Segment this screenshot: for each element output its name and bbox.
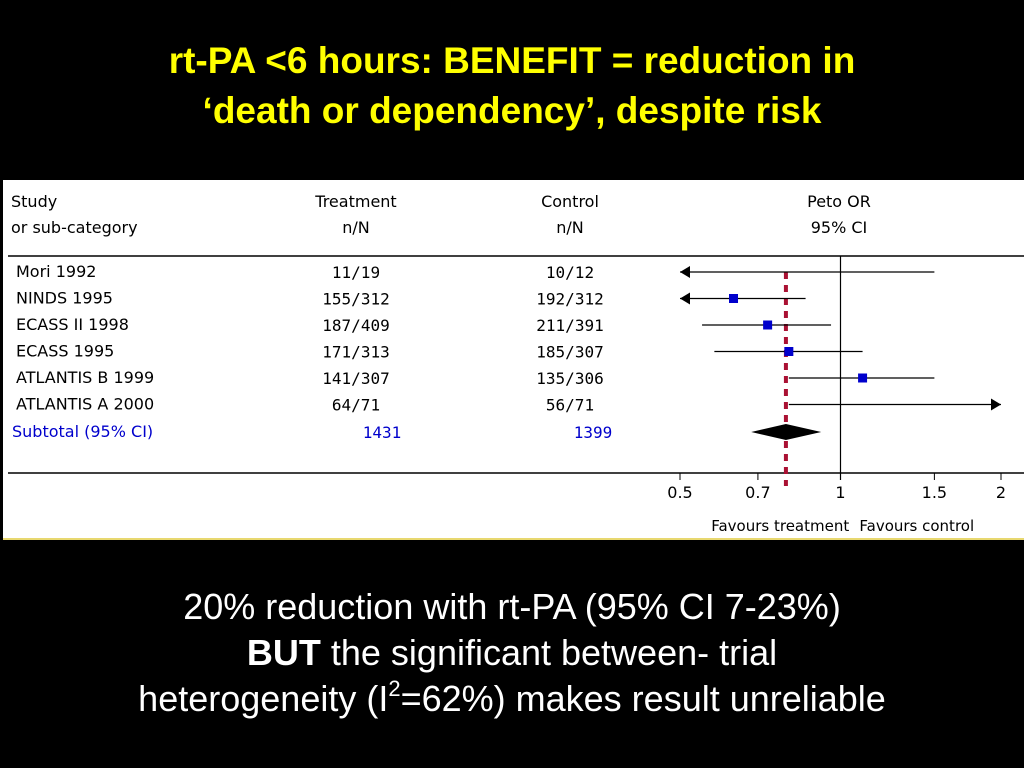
- treatment-value: 141/307: [322, 369, 389, 388]
- header-treatment: Treatment: [314, 192, 396, 211]
- study-name: ATLANTIS A 2000: [16, 395, 154, 414]
- header-treatment-nn: n/N: [342, 218, 370, 237]
- x-tick-label: 2: [996, 483, 1006, 502]
- treatment-value: 64/71: [332, 396, 380, 415]
- header-subcategory: or sub-category: [11, 218, 138, 237]
- control-value: 10/12: [546, 263, 594, 282]
- subtotal-treatment: 1431: [363, 423, 402, 442]
- study-name: NINDS 1995: [16, 289, 113, 308]
- subtotal-control: 1399: [574, 423, 613, 442]
- treatment-value: 187/409: [322, 316, 389, 335]
- slide-caption: 20% reduction with rt-PA (95% CI 7-23%) …: [0, 584, 1024, 722]
- header-study: Study: [11, 192, 57, 211]
- slide-title-line-1: rt-PA <6 hours: BENEFIT = reduction in: [168, 40, 856, 81]
- favours-treatment-label: Favours treatment: [711, 517, 849, 535]
- slide-title: rt-PA <6 hours: BENEFIT = reduction in ‘…: [0, 36, 1024, 136]
- point-estimate: [729, 294, 739, 303]
- header-effect-ci: 95% CI: [811, 218, 868, 237]
- caption-superscript: 2: [388, 676, 401, 701]
- caption-line-3-text-a: heterogeneity (I: [138, 678, 389, 719]
- forest-plot-panel: Study or sub-category Treatment n/N Control n…: [3, 180, 1024, 540]
- study-name: ATLANTIS B 1999: [16, 368, 154, 387]
- study-name: ECASS 1995: [16, 342, 114, 361]
- point-estimate: [784, 347, 794, 356]
- control-value: 185/307: [536, 343, 603, 362]
- treatment-value: 11/19: [332, 263, 380, 282]
- caption-line-1: 20% reduction with rt-PA (95% CI 7-23%): [183, 586, 841, 627]
- subtotal-label: Subtotal (95% CI): [12, 422, 153, 441]
- caption-line-3-text-b: =62%) makes result unreliable: [400, 678, 886, 719]
- study-name: Mori 1992: [16, 262, 96, 281]
- point-estimate: [858, 373, 868, 383]
- control-value: 135/306: [536, 369, 603, 388]
- x-tick-label: 1.5: [922, 483, 947, 502]
- caption-line-2-text: the significant between- trial: [320, 632, 778, 673]
- favours-control-label: Favours control: [859, 517, 974, 535]
- study-name: ECASS II 1998: [16, 315, 129, 334]
- x-tick-label: 0.5: [667, 483, 692, 502]
- control-value: 211/391: [536, 316, 603, 335]
- header-effect: Peto OR: [807, 192, 871, 211]
- caption-line-2: BUT the significant between- trial: [0, 630, 1024, 676]
- control-value: 192/312: [536, 290, 603, 309]
- caption-line-3: heterogeneity (I2=62%) makes result unre…: [0, 676, 1024, 722]
- x-tick-label: 1: [835, 483, 845, 502]
- caption-but: BUT: [246, 632, 321, 673]
- header-control-nn: n/N: [556, 218, 584, 237]
- forest-plot: Study or sub-category Treatment n/N Control n…: [8, 192, 1024, 535]
- control-value: 56/71: [546, 396, 594, 415]
- slide-title-line-2: ‘death or dependency’, despite risk: [202, 90, 822, 131]
- ci-arrow-right: [991, 398, 1001, 411]
- point-estimate: [763, 320, 773, 330]
- pooled-diamond: [751, 424, 822, 440]
- ci-arrow-left: [680, 292, 690, 305]
- treatment-value: 155/312: [322, 290, 389, 309]
- treatment-value: 171/313: [322, 343, 389, 362]
- header-control: Control: [541, 192, 599, 211]
- ci-arrow-left: [680, 266, 690, 278]
- x-tick-label: 0.7: [745, 483, 770, 502]
